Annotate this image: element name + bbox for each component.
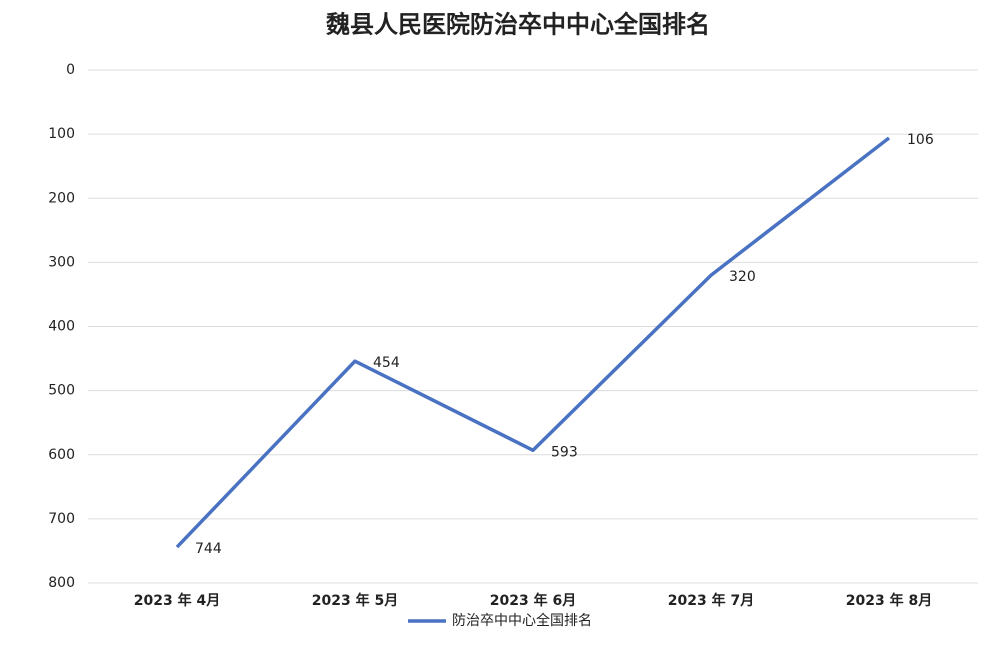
data-label: 593 [551, 444, 578, 460]
y-tick-label: 100 [48, 126, 75, 142]
x-tick-label: 2023 年 6月 [490, 592, 576, 609]
legend-label: 防治卒中中心全国排名 [452, 612, 592, 629]
y-tick-label: 200 [48, 190, 75, 206]
y-tick-label: 700 [48, 511, 75, 527]
y-tick-label: 300 [48, 254, 75, 270]
y-tick-label: 400 [48, 319, 75, 335]
data-label: 454 [373, 355, 400, 371]
line-series [175, 136, 891, 549]
x-tick-label: 2023 年 5月 [312, 592, 398, 609]
data-label: 744 [195, 541, 222, 557]
x-tick-label: 2023 年 7月 [668, 592, 754, 609]
x-tick-label: 2023 年 8月 [846, 592, 932, 609]
data-label: 320 [729, 269, 756, 285]
data-label: 106 [907, 132, 934, 148]
y-tick-label: 500 [48, 383, 75, 399]
y-tick-label: 600 [48, 447, 75, 463]
y-tick-label: 800 [48, 575, 75, 591]
y-tick-label: 0 [66, 62, 75, 78]
chart-title: 魏县人民医院防治卒中中心全国排名 [325, 10, 710, 39]
x-tick-label: 2023 年 4月 [134, 592, 220, 609]
